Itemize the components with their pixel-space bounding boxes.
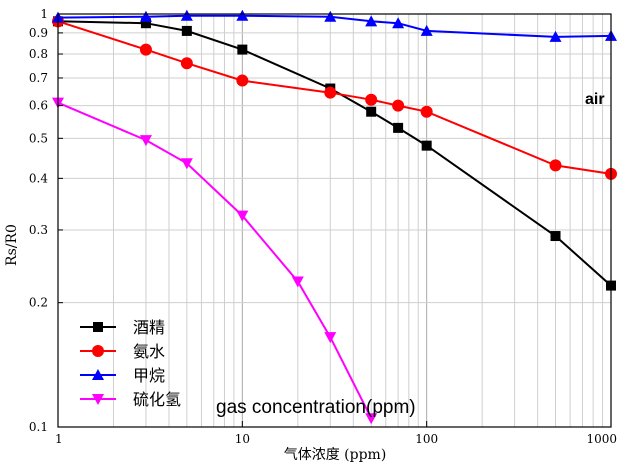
- data-point: [237, 44, 248, 55]
- plot-frame: [57, 13, 612, 428]
- data-point: [421, 140, 432, 151]
- data-point: [549, 159, 562, 172]
- grid-lines: [58, 14, 611, 427]
- legend-marker-square: [93, 322, 103, 332]
- data-point: [392, 99, 405, 112]
- series-line: [57, 14, 612, 38]
- data-point: [236, 9, 249, 21]
- data-point: [291, 276, 304, 288]
- data-point: [181, 25, 192, 36]
- data-point: [140, 18, 151, 29]
- y-tick-label: 0.1: [29, 420, 48, 434]
- legend-marker-circle: [92, 345, 104, 357]
- legend-entry: 酒精: [80, 318, 165, 337]
- data-point: [420, 24, 433, 36]
- y-tick-label: 0.4: [29, 171, 48, 185]
- y-tick-label: 0.6: [29, 99, 48, 113]
- data-point: [365, 413, 378, 425]
- data-point: [180, 158, 193, 170]
- y-tick-label: 0.2: [29, 296, 48, 310]
- data-point: [550, 231, 561, 242]
- data-point: [324, 86, 337, 99]
- data-point: [365, 93, 378, 106]
- data-point: [236, 210, 249, 222]
- legend-label-1: 氨水: [133, 342, 165, 361]
- series-3: [52, 97, 378, 425]
- gas-concentration-annotation: gas concentration(ppm): [216, 397, 416, 418]
- data-point: [392, 17, 405, 29]
- series-line: [57, 101, 373, 419]
- air-annotation: air: [585, 91, 605, 108]
- data-point: [324, 332, 337, 344]
- data-point: [139, 10, 152, 22]
- legend-entry: 硫化氢: [80, 390, 181, 409]
- series-0: [53, 16, 616, 291]
- series-2: [52, 9, 617, 42]
- x-tick-label: 100: [415, 432, 438, 446]
- x-tick-label: 10: [235, 432, 250, 446]
- legend-label-3: 硫化氢: [133, 390, 181, 409]
- x-tick-label: 1: [55, 432, 63, 446]
- data-point: [324, 10, 337, 22]
- y-tick-label: 0.9: [29, 26, 48, 40]
- series-layer: [52, 9, 617, 425]
- y-tick-labels: 1 0.9 0.8 0.7 0.6 0.5 0.4 0.3 0.2 0.1: [29, 7, 48, 434]
- data-point: [139, 135, 152, 147]
- data-point: [366, 106, 377, 117]
- legend-marker-triangle-down: [92, 394, 104, 405]
- y-tick-label: 0.8: [29, 47, 48, 61]
- x-axis-label: 气体浓度 (ppm): [284, 447, 387, 463]
- data-point: [420, 105, 433, 118]
- legend-label-2: 甲烷: [133, 366, 165, 385]
- data-point: [139, 43, 152, 56]
- data-point: [180, 9, 193, 21]
- x-tick-label: 1000: [586, 432, 617, 446]
- data-point: [365, 15, 378, 27]
- legend-label-0: 酒精: [133, 318, 165, 337]
- series-1: [52, 15, 617, 180]
- data-point: [393, 122, 404, 133]
- legend-entry: 氨水: [80, 342, 165, 361]
- tick-marks: [57, 13, 612, 428]
- legend-marker-triangle-up: [92, 369, 104, 380]
- legend-entry: 甲烷: [80, 366, 165, 385]
- series-line: [57, 20, 612, 287]
- data-point: [180, 57, 193, 70]
- series-line: [57, 20, 612, 175]
- y-axis-label: Rs/R0: [4, 224, 20, 266]
- data-point: [549, 30, 562, 42]
- legend: 酒精 氨水 甲烷 硫化氢: [80, 318, 181, 409]
- y-tick-label: 0.3: [29, 223, 48, 237]
- y-tick-label: 0.5: [29, 131, 48, 145]
- y-tick-label: 0.7: [29, 71, 48, 85]
- data-point: [236, 74, 249, 87]
- y-tick-label: 1: [40, 7, 48, 21]
- x-tick-labels: 1 10 100 1000: [55, 432, 617, 446]
